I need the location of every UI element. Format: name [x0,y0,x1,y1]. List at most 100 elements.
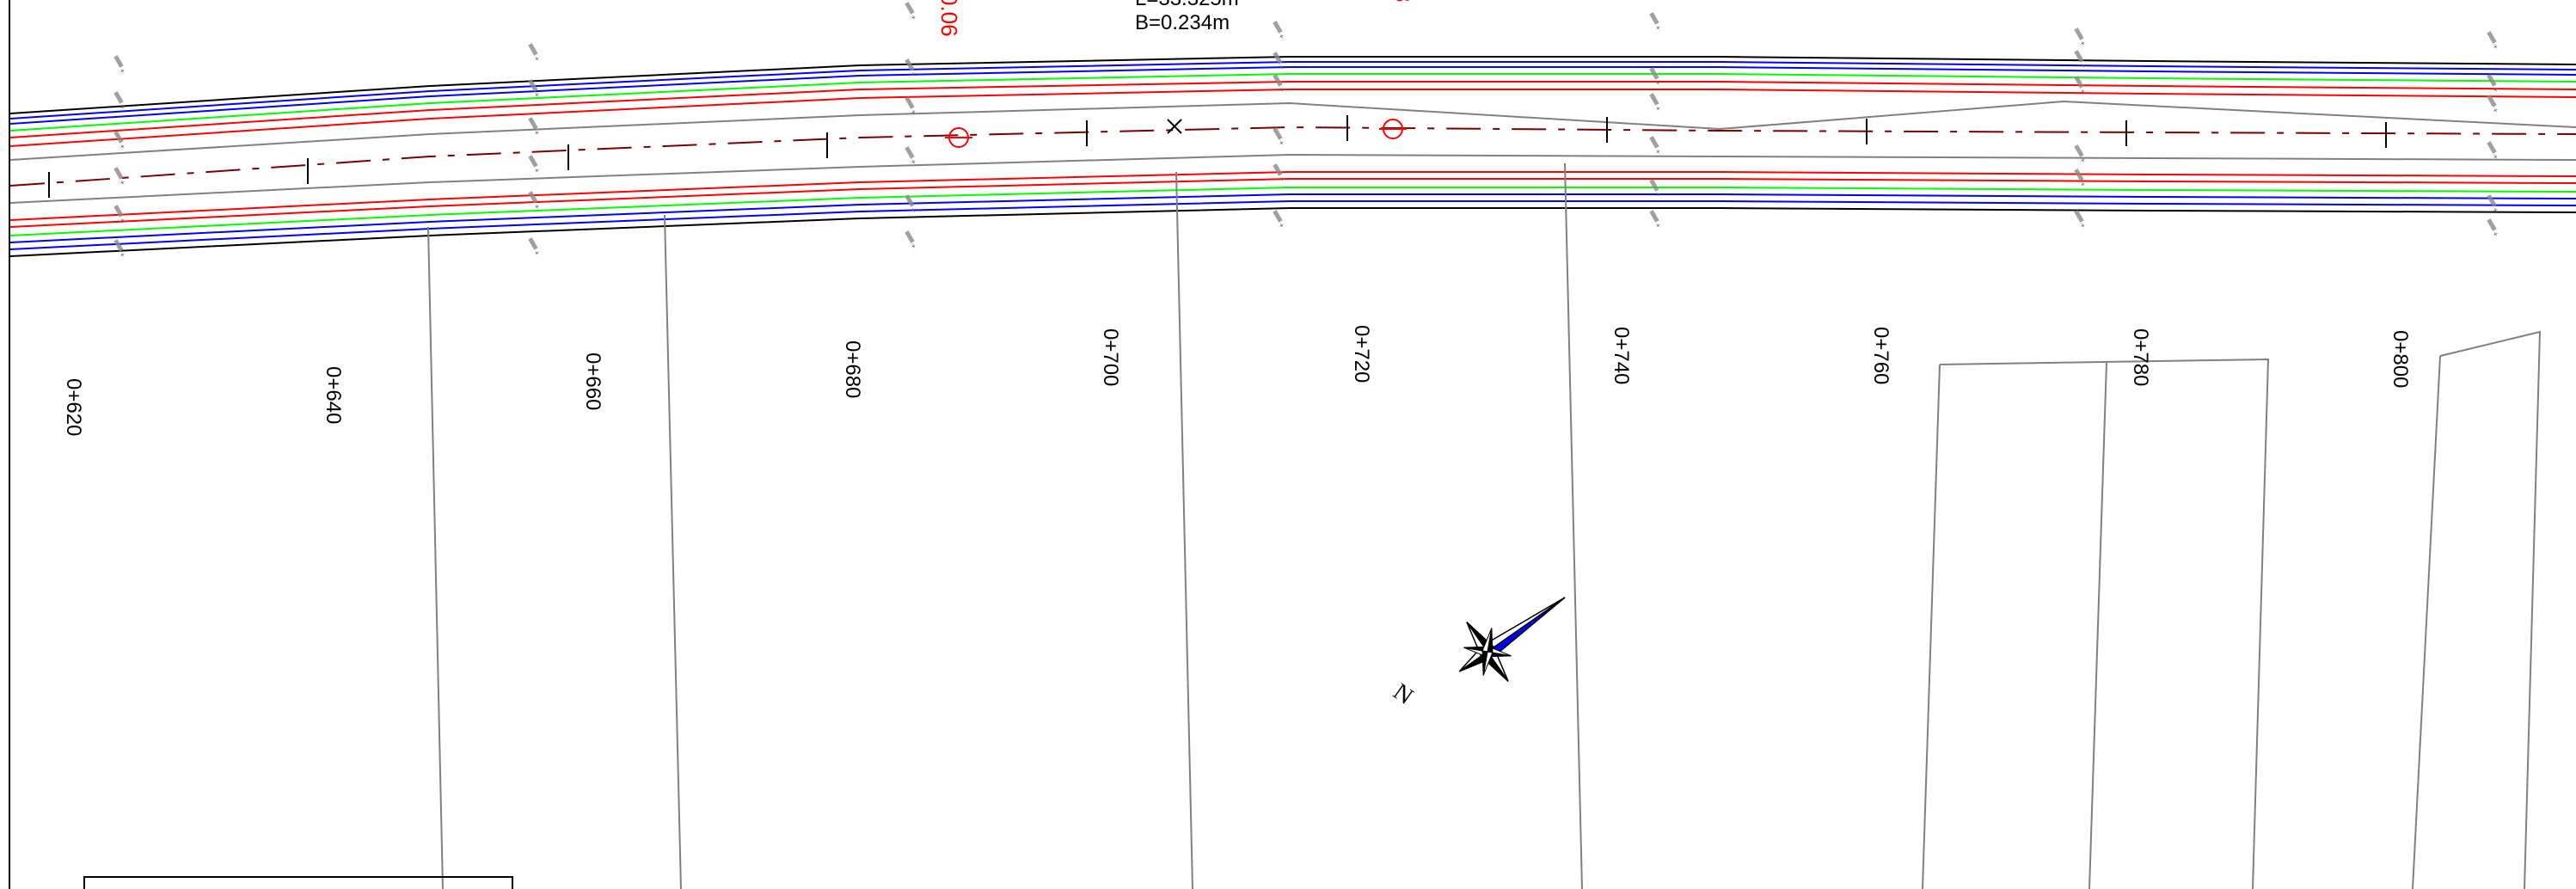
offset-marker-tick: + [2078,156,2088,164]
offset-marker-tick: + [909,242,918,250]
curve-length-label: L=33.325m [1135,0,1239,10]
offset-marker: + [1649,67,1663,87]
offset-marker-tick: + [1653,190,1663,199]
north-arrow-compass-icon [1458,597,1566,682]
offset-marker: + [1273,52,1286,71]
offset-marker-tick: + [118,102,127,111]
offset-marker-tick: + [2491,152,2500,161]
chainage-label: 0+760 [1869,327,1892,384]
curve-points [945,119,1407,148]
offset-marker: + [2074,50,2088,70]
parcel-lines [427,162,2542,889]
offset-marker: + [1273,74,1286,94]
chainage-label: 0+740 [1610,327,1633,384]
road-edge-upper-blue-2 [9,66,2576,125]
road-edge-upper-red-2 [9,89,2576,147]
offset-marker-tick: + [118,250,127,259]
offset-marker-tick: + [532,90,542,99]
red-value-label: 8 [1390,0,1416,2]
offset-marker-tick: + [532,248,542,257]
road-band [9,56,2576,257]
offset-marker-tick: + [2491,230,2500,238]
offset-marker: + [113,205,127,224]
offset-marker: + [1649,210,1663,230]
road-edge-upper-outer [9,56,2576,114]
offset-marker-tick: + [2491,85,2500,94]
parcel-outline [1939,358,2270,889]
offset-marker-tick: + [2491,106,2500,114]
offset-marker: + [905,96,918,116]
station-ticks [48,115,2387,198]
offset-marker: + [528,191,542,211]
offset-marker-tick: + [2491,42,2500,51]
offset-marker-tick: + [2078,39,2088,47]
offset-marker-tick: + [1277,138,1286,147]
title-block-corner [83,876,513,889]
offset-marker-tick: + [1277,85,1286,94]
offset-marker-tick: + [1277,63,1286,71]
offset-marker-tick: + [909,205,918,214]
curve-vertex-x-marker [1167,119,1182,134]
offset-marker-tick: + [532,202,542,211]
offset-marker-tick: + [532,128,542,137]
offset-marker-tick: + [1277,175,1286,183]
chainage-label: 0+620 [62,378,85,436]
parcel-outline [1922,364,1941,889]
offset-marker: + [1273,163,1286,183]
parcel-line [1175,171,1193,889]
offset-marker-tick: + [2078,61,2088,70]
parcel-line [664,214,682,889]
offset-marker-tick: + [1653,23,1663,32]
offset-marker-tick: + [118,216,127,224]
offset-marker-tick: + [909,13,918,21]
parcel-outline [2088,362,2107,889]
offset-marker: + [1649,179,1663,199]
offset-marker: + [2487,194,2500,214]
north-label: N [1389,678,1418,710]
offset-marker: + [1649,136,1663,156]
offset-marker-tick: + [1277,221,1286,230]
offset-marker-tick: + [2078,87,2088,95]
offset-marker-tick: + [118,66,127,75]
road-centerline [9,126,2576,187]
offset-marker: + [1649,12,1663,32]
road-edge-upper-green [9,73,2576,132]
offset-marker-tick: + [1653,221,1663,230]
offset-marker: + [528,155,542,175]
offset-markers: + + + + + + + + + + + + + + + + + + + + + + + + + + + + + + + + + + + + + + + +… [113,2,2500,259]
offset-marker: + [905,194,918,214]
offset-marker-tick: + [532,54,542,63]
parcel-line [1564,162,1583,889]
offset-marker: + [2487,218,2500,238]
red-value-label: 0.06 [936,0,962,37]
road-edge-upper-red-1 [9,81,2576,138]
offset-marker-tick: + [909,70,918,78]
offset-marker-tick: + [1653,78,1663,87]
road-edge-lower-red-1 [9,171,2576,221]
offset-marker-tick: + [532,166,542,175]
offset-marker-tick: + [118,142,127,150]
offset-marker: + [113,239,127,259]
offset-marker: + [905,58,918,78]
road-edge-upper-blue-1 [9,61,2576,120]
road-edge-lower-grey [9,153,2576,204]
parcel-line [427,226,444,889]
offset-marker: + [2487,31,2500,51]
offset-marker-tick: + [2078,180,2088,188]
offset-marker: + [2074,144,2088,164]
offset-marker-tick: + [1653,104,1663,113]
road-edge-lower-blue-2 [9,200,2576,250]
offset-marker: + [528,43,542,63]
chainage-label: 0+720 [1350,325,1373,383]
offset-marker: + [528,117,542,137]
road-edge-upper-grey [9,100,2576,161]
offset-marker: + [1649,93,1663,113]
offset-marker-tick: + [1277,32,1286,40]
offset-marker: + [2487,95,2500,114]
offset-marker: + [2074,169,2088,188]
chainage-label: 0+700 [1099,328,1122,386]
offset-marker: + [1273,127,1286,147]
parcel-outline [2412,355,2441,889]
offset-marker: + [113,131,127,150]
